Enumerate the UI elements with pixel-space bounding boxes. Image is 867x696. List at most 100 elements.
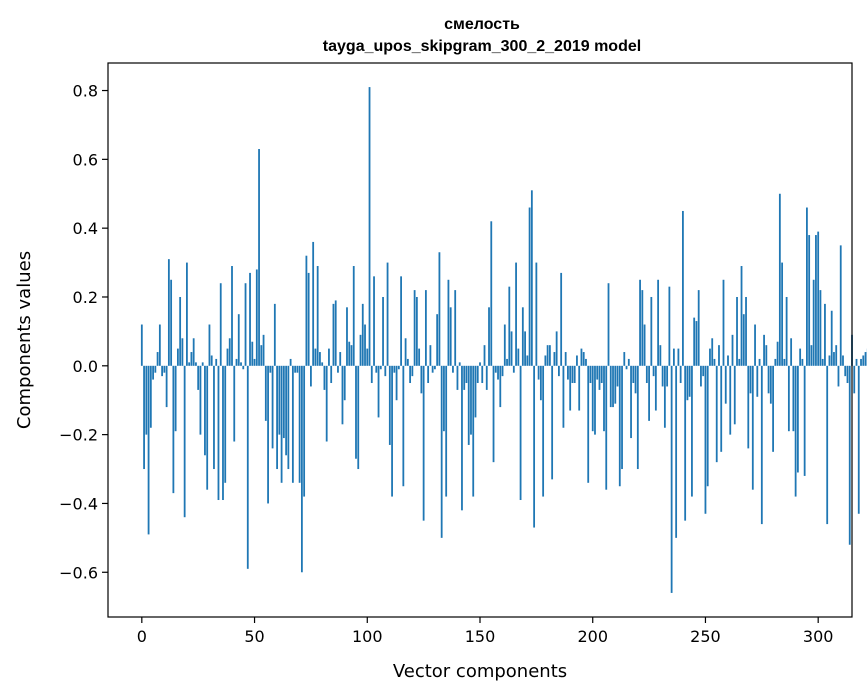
bar: [224, 365, 227, 483]
bar: [334, 300, 337, 366]
bar: [675, 365, 678, 538]
bar: [213, 365, 215, 470]
bar: [429, 345, 432, 366]
bar: [668, 286, 671, 366]
bar: [643, 324, 646, 366]
bar: [677, 348, 680, 366]
bar: [787, 365, 790, 432]
bar: [382, 296, 384, 366]
bar: [415, 296, 418, 366]
bar: [724, 365, 727, 404]
bar: [567, 365, 569, 380]
bar: [562, 365, 565, 428]
bar: [282, 365, 285, 439]
bar: [251, 341, 254, 366]
bar: [467, 365, 470, 445]
bar: [616, 365, 619, 387]
bar: [431, 365, 434, 373]
bar: [172, 365, 175, 494]
bar: [569, 365, 572, 411]
bar: [411, 365, 414, 377]
bar: [727, 355, 729, 366]
bar: [835, 345, 838, 366]
bar: [648, 365, 650, 421]
bar: [738, 358, 741, 366]
bar: [641, 290, 644, 366]
bar: [253, 358, 256, 366]
bar: [443, 365, 445, 432]
bar: [190, 352, 193, 366]
bar: [594, 365, 596, 435]
bar: [842, 355, 844, 366]
bar: [375, 365, 378, 373]
bar: [404, 338, 407, 366]
bar: [812, 279, 815, 366]
bar: [219, 283, 222, 366]
bar: [560, 272, 563, 366]
bar: [240, 362, 242, 366]
bar: [826, 365, 829, 525]
bar: [328, 348, 330, 366]
bar: [679, 365, 682, 384]
bar: [319, 352, 321, 366]
bar: [756, 365, 759, 397]
bar: [395, 365, 398, 401]
bar: [589, 365, 592, 384]
bar: [535, 262, 538, 366]
bar: [170, 279, 173, 366]
bar: [195, 362, 197, 366]
bar: [479, 362, 481, 366]
bar: [186, 262, 188, 366]
bar: [204, 365, 206, 456]
bar: [434, 365, 436, 370]
bar: [733, 365, 736, 425]
bar: [440, 365, 443, 538]
bar: [273, 303, 276, 366]
bar: [499, 365, 502, 408]
y-tick-label: 0.4: [73, 219, 98, 238]
bar: [580, 348, 583, 366]
bar: [815, 235, 817, 366]
bar: [571, 365, 574, 384]
y-tick-label: 0.6: [73, 150, 98, 169]
bar: [206, 365, 209, 490]
bar: [663, 365, 666, 428]
bar: [391, 365, 393, 497]
bar: [192, 338, 195, 366]
bar: [152, 365, 154, 380]
bar: [591, 365, 594, 432]
bar: [303, 365, 306, 497]
bar: [833, 352, 835, 366]
bar: [576, 355, 578, 366]
bar: [163, 365, 166, 373]
bar: [447, 279, 450, 366]
bar: [384, 365, 387, 377]
bar: [751, 365, 754, 490]
bar: [729, 365, 732, 435]
bar: [332, 303, 335, 366]
bar: [422, 365, 425, 521]
bar: [758, 358, 761, 366]
bar: [249, 272, 251, 366]
bar: [634, 365, 637, 394]
bar: [140, 324, 143, 366]
bar: [612, 365, 614, 408]
bar: [542, 365, 545, 497]
bar: [296, 365, 299, 373]
bar: [183, 365, 186, 518]
bar: [228, 338, 231, 366]
bar: [285, 365, 288, 456]
bar: [553, 352, 556, 366]
bar: [278, 365, 281, 435]
bar: [652, 365, 655, 377]
bar: [355, 365, 357, 459]
bar: [271, 365, 274, 449]
x-tick-label: 150: [465, 627, 496, 646]
bar: [397, 365, 400, 370]
bar: [803, 365, 806, 476]
bar: [686, 365, 689, 401]
bar: [413, 290, 416, 366]
bar: [598, 365, 601, 390]
bar: [839, 245, 842, 366]
bar: [287, 365, 290, 470]
